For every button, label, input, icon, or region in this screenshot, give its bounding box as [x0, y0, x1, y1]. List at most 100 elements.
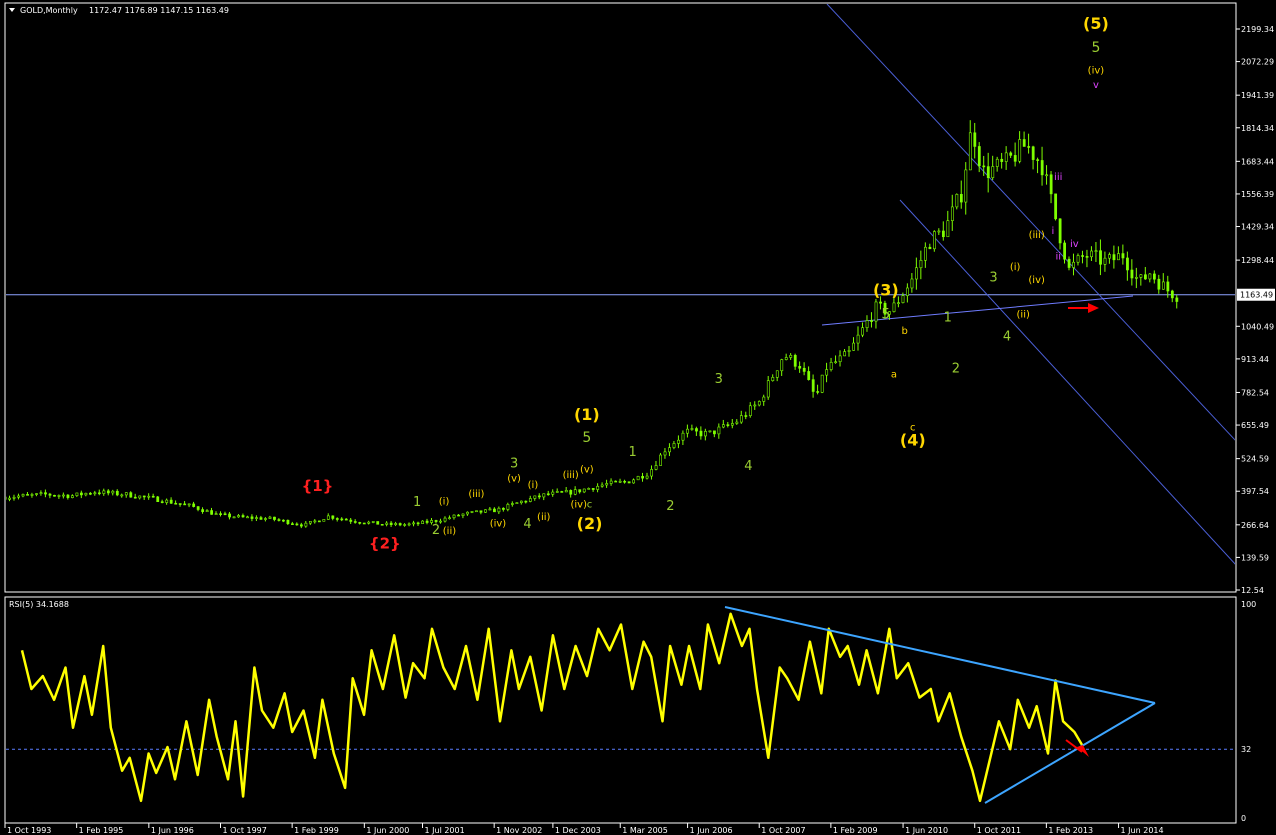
- candle-body: [1081, 255, 1084, 257]
- wave-label: iii: [1054, 172, 1062, 183]
- candle-body: [645, 475, 649, 479]
- candle-body: [744, 415, 748, 417]
- candle-body: [214, 513, 218, 515]
- current-price-box: [1237, 288, 1275, 301]
- candle-body: [690, 428, 694, 430]
- candle-body: [798, 366, 802, 369]
- candle-body: [241, 515, 245, 518]
- candle-body: [542, 493, 546, 498]
- candle-body: [1144, 274, 1147, 280]
- wave-label: (1): [574, 405, 600, 424]
- wave-label: 4: [1003, 330, 1011, 345]
- candle-body: [376, 521, 380, 525]
- wave-label: 2: [432, 523, 440, 538]
- candle-body: [205, 510, 209, 513]
- candle-body: [762, 396, 766, 402]
- wave-label: (i): [439, 497, 450, 508]
- candle-body: [924, 246, 927, 261]
- candle-body: [825, 369, 829, 376]
- time-tick-label: 1 Oct 2011: [977, 826, 1021, 835]
- wave-label: (iv): [1028, 275, 1045, 286]
- candle-body: [564, 490, 568, 493]
- candle-body: [277, 519, 281, 521]
- candle-body: [614, 480, 618, 483]
- elliott-wave-labels: {1}{2}12(i)(ii)(iii)(iv)3(v)4(i)(ii)(iii…: [302, 14, 1109, 552]
- candle-body: [1067, 258, 1071, 268]
- candle-body: [264, 518, 267, 520]
- candle-body: [946, 220, 950, 238]
- wave-label: a: [891, 370, 897, 381]
- candle-body: [174, 502, 178, 505]
- candle-body: [1157, 278, 1161, 290]
- candle-body: [870, 320, 873, 322]
- candle-body: [282, 519, 285, 522]
- candle-body: [232, 516, 236, 519]
- candle-body: [695, 428, 698, 432]
- candle-body: [784, 357, 788, 360]
- candle-body: [627, 481, 631, 484]
- candle-body: [106, 490, 110, 494]
- candle-body: [259, 517, 263, 520]
- candle-body: [403, 524, 407, 526]
- candle-body: [632, 479, 636, 484]
- candle-body: [1036, 159, 1040, 161]
- time-tick-label: 1 Feb 2013: [1048, 826, 1093, 835]
- candle-body: [569, 490, 573, 495]
- time-tick-label: 1 Feb 1999: [294, 826, 339, 835]
- candle-body: [394, 523, 398, 525]
- candle-body: [196, 506, 200, 510]
- rsi-series: [6, 606, 1235, 804]
- candle-body: [389, 522, 393, 525]
- candle-body: [353, 521, 357, 523]
- candle-body: [156, 496, 160, 502]
- candle-body: [44, 492, 47, 495]
- candle-body: [838, 355, 842, 363]
- current-price-label: 1163.49: [1240, 291, 1273, 300]
- candle-body: [847, 350, 851, 352]
- wave-label: (iv): [570, 499, 587, 510]
- candle-body: [578, 489, 582, 493]
- wave-label: 3: [715, 372, 723, 387]
- candle-body: [1099, 250, 1102, 265]
- candle-body: [57, 495, 61, 497]
- candle-body: [425, 520, 429, 523]
- wave-label: {2}: [369, 534, 401, 552]
- candle-body: [183, 503, 187, 506]
- candle-body: [506, 504, 510, 510]
- candle-body: [704, 431, 707, 437]
- candle-body: [928, 246, 932, 250]
- candle-body: [97, 492, 101, 495]
- candle-body: [30, 494, 34, 496]
- time-tick-label: 1 Mar 2005: [622, 826, 668, 835]
- candle-body: [1117, 253, 1120, 261]
- wave-label: (2): [577, 514, 603, 533]
- candle-body: [457, 514, 460, 517]
- candle-body: [439, 520, 442, 523]
- candle-body: [250, 516, 254, 519]
- candle-body: [587, 488, 591, 490]
- candle-body: [129, 492, 133, 498]
- candle-body: [852, 342, 856, 351]
- candle-body: [268, 516, 272, 519]
- candle-body: [802, 367, 806, 372]
- candle-body: [39, 492, 43, 494]
- candle-body: [717, 426, 721, 435]
- rsi-tick-label: 100: [1241, 600, 1256, 609]
- price-axis: 2199.34 2072.29 1941.39 1814.34 1683.44 1556.…: [1236, 25, 1274, 595]
- candle-body: [246, 516, 249, 519]
- candle-body: [964, 169, 968, 203]
- candle-body: [192, 503, 196, 507]
- candle-body: [748, 405, 752, 416]
- price-panel-frame: [4, 2, 1237, 593]
- wave-label: (i): [528, 480, 539, 491]
- time-tick-label: 1 Feb 2009: [833, 826, 878, 835]
- candle-body: [84, 492, 88, 496]
- candle-body: [519, 500, 523, 503]
- candle-body: [524, 500, 528, 503]
- wave-label: (ii): [537, 512, 550, 523]
- candle-body: [434, 520, 438, 522]
- candle-body: [1000, 158, 1004, 162]
- candle-body: [515, 502, 519, 504]
- upper-channel-line: [826, 4, 1235, 441]
